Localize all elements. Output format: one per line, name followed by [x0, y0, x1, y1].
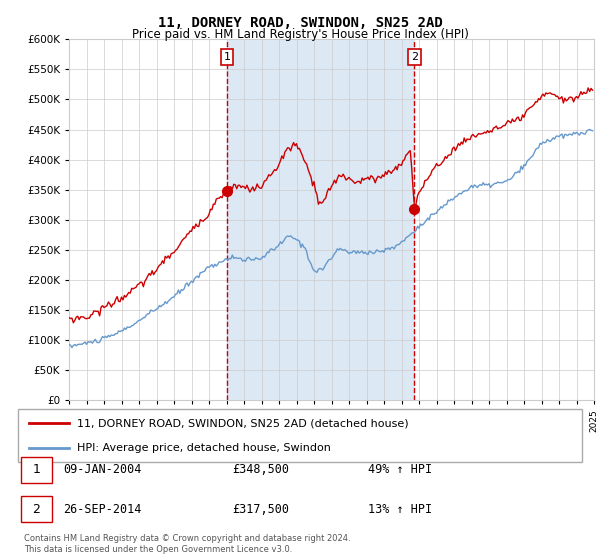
Text: 13% ↑ HPI: 13% ↑ HPI [368, 502, 432, 516]
Text: 2: 2 [411, 52, 418, 62]
FancyBboxPatch shape [21, 496, 52, 522]
Text: 2: 2 [32, 502, 40, 516]
Text: 11, DORNEY ROAD, SWINDON, SN25 2AD: 11, DORNEY ROAD, SWINDON, SN25 2AD [158, 16, 442, 30]
Text: 26-SEP-2014: 26-SEP-2014 [63, 502, 142, 516]
Text: HPI: Average price, detached house, Swindon: HPI: Average price, detached house, Swin… [77, 442, 331, 452]
FancyBboxPatch shape [21, 457, 52, 483]
Text: £348,500: £348,500 [232, 463, 289, 477]
Text: Contains HM Land Registry data © Crown copyright and database right 2024.
This d: Contains HM Land Registry data © Crown c… [23, 534, 350, 553]
Text: Price paid vs. HM Land Registry's House Price Index (HPI): Price paid vs. HM Land Registry's House … [131, 28, 469, 41]
Text: £317,500: £317,500 [232, 502, 289, 516]
Text: 1: 1 [224, 52, 230, 62]
Text: 09-JAN-2004: 09-JAN-2004 [63, 463, 142, 477]
Bar [227, 39, 415, 400]
Text: 49% ↑ HPI: 49% ↑ HPI [368, 463, 432, 477]
FancyBboxPatch shape [18, 409, 582, 462]
Text: 1: 1 [32, 463, 40, 477]
Text: 11, DORNEY ROAD, SWINDON, SN25 2AD (detached house): 11, DORNEY ROAD, SWINDON, SN25 2AD (deta… [77, 418, 409, 428]
